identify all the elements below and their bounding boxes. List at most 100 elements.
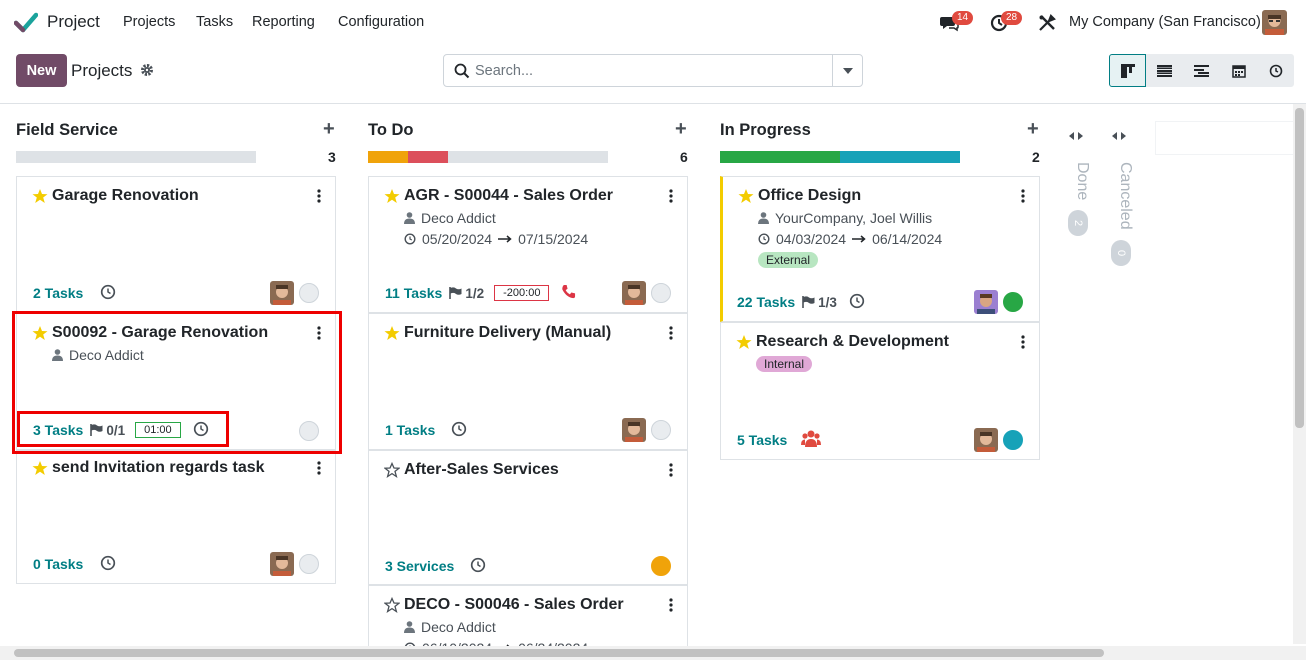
status-indicator[interactable] (299, 421, 319, 441)
activity-clock-icon[interactable] (100, 284, 116, 300)
search-input[interactable] (475, 60, 830, 82)
expand-arrows-icon[interactable] (1068, 130, 1084, 142)
activities-badge: 28 (1001, 11, 1023, 25)
calendar-view-button[interactable] (1220, 54, 1257, 87)
star-empty-icon[interactable] (384, 597, 400, 613)
kebab-menu-icon[interactable] (1021, 335, 1025, 349)
page-title: Projects (71, 61, 133, 80)
star-filled-icon[interactable] (32, 188, 48, 204)
allocated-time-badge: 01:00 (135, 422, 181, 438)
menu-reporting[interactable]: Reporting (252, 14, 315, 30)
status-indicator[interactable] (299, 554, 319, 574)
folded-column-canceled[interactable]: Canceled 0 (1111, 126, 1139, 266)
kebab-menu-icon[interactable] (669, 189, 673, 203)
kebab-menu-icon[interactable] (669, 326, 673, 340)
tag-external: External (758, 252, 819, 268)
status-indicator[interactable] (299, 283, 319, 303)
column-progress-bar[interactable] (16, 151, 256, 163)
folded-column-done[interactable]: Done 2 (1068, 126, 1096, 266)
tasks-link[interactable]: 0 Tasks (33, 556, 84, 572)
menu-configuration[interactable]: Configuration (338, 14, 425, 30)
avatar[interactable] (270, 552, 294, 576)
status-indicator[interactable] (651, 283, 671, 303)
phone-icon[interactable] (561, 284, 576, 299)
status-indicator[interactable] (1003, 430, 1023, 450)
kebab-menu-icon[interactable] (317, 189, 321, 203)
project-app-icon[interactable] (14, 11, 38, 35)
tasks-link[interactable]: 5 Tasks (737, 432, 788, 448)
project-card[interactable]: DECO - S00046 - Sales Order Deco Addict … (368, 585, 688, 650)
project-card[interactable]: AGR - S00044 - Sales Order Deco Addict 0… (368, 176, 688, 313)
activity-clock-icon[interactable] (451, 421, 467, 437)
progress-segment-orange[interactable] (368, 151, 408, 163)
avatar[interactable] (270, 281, 294, 305)
horizontal-scrollbar[interactable] (0, 646, 1306, 660)
project-card[interactable]: Office Design YourCompany, Joel Willis 0… (720, 176, 1040, 322)
expand-arrows-icon[interactable] (1111, 130, 1127, 142)
company-switcher[interactable]: My Company (San Francisco) (1069, 14, 1261, 30)
column-quick-create-button[interactable]: + (675, 118, 687, 140)
star-filled-icon[interactable] (32, 325, 48, 341)
progress-segment-green[interactable] (720, 151, 840, 163)
column-quick-create-button[interactable]: + (323, 118, 335, 140)
activity-clock-icon[interactable] (100, 555, 116, 571)
star-filled-icon[interactable] (384, 325, 400, 341)
column-quick-create-button[interactable]: + (1027, 118, 1039, 140)
date-range: 04/03/2024 06/14/2024 (758, 231, 942, 247)
progress-segment-red[interactable] (408, 151, 448, 163)
kebab-menu-icon[interactable] (317, 326, 321, 340)
kanban-view-button[interactable] (1109, 54, 1146, 87)
project-card[interactable]: Research & Development Internal 5 Tasks (720, 322, 1040, 460)
services-link[interactable]: 3 Services (385, 558, 455, 574)
tasks-link[interactable]: 11 Tasks (385, 285, 443, 301)
search-options-toggle[interactable] (832, 55, 862, 86)
project-card[interactable]: After-Sales Services 3 Services (368, 450, 688, 585)
app-name[interactable]: Project (47, 12, 100, 31)
star-filled-icon[interactable] (384, 188, 400, 204)
kebab-menu-icon[interactable] (317, 461, 321, 475)
new-project-button[interactable]: New (16, 54, 67, 87)
vertical-scrollbar[interactable] (1293, 104, 1306, 644)
activity-clock-icon[interactable] (849, 293, 865, 309)
activity-view-button[interactable] (1257, 54, 1294, 87)
activity-clock-icon[interactable] (193, 421, 209, 437)
project-card[interactable]: Garage Renovation 2 Tasks (16, 176, 336, 313)
gear-icon[interactable] (140, 63, 154, 77)
horizontal-scroll-thumb[interactable] (14, 649, 1104, 657)
star-filled-icon[interactable] (738, 188, 754, 204)
date-end: 06/24/2024 (518, 640, 589, 650)
tasks-link[interactable]: 3 Tasks (33, 422, 84, 438)
menu-tasks[interactable]: Tasks (196, 14, 234, 30)
vertical-scroll-thumb[interactable] (1295, 108, 1304, 428)
tools-icon[interactable] (1037, 13, 1057, 33)
kebab-menu-icon[interactable] (669, 598, 673, 612)
list-view-button[interactable] (1146, 54, 1183, 87)
avatar[interactable] (622, 281, 646, 305)
star-filled-icon[interactable] (32, 460, 48, 476)
column-progress-bar[interactable] (720, 151, 960, 163)
kebab-menu-icon[interactable] (669, 463, 673, 477)
status-indicator[interactable] (651, 420, 671, 440)
tasks-link[interactable]: 1 Tasks (385, 422, 436, 438)
status-indicator[interactable] (651, 556, 671, 576)
avatar[interactable] (622, 418, 646, 442)
card-title: S00092 - Garage Renovation (52, 324, 269, 341)
user-avatar[interactable] (1262, 10, 1287, 35)
avatar[interactable] (974, 428, 998, 452)
menu-projects[interactable]: Projects (123, 14, 176, 30)
tasks-link[interactable]: 2 Tasks (33, 285, 84, 301)
status-indicator[interactable] (1003, 292, 1023, 312)
star-empty-icon[interactable] (384, 462, 400, 478)
progress-segment-blue[interactable] (840, 151, 960, 163)
kebab-menu-icon[interactable] (1021, 189, 1025, 203)
activity-clock-icon[interactable] (470, 557, 486, 573)
tasks-link[interactable]: 22 Tasks (737, 294, 796, 310)
add-column-area[interactable] (1156, 122, 1306, 154)
gantt-view-button[interactable] (1183, 54, 1220, 87)
star-filled-icon[interactable] (736, 334, 752, 350)
avatar[interactable] (974, 290, 998, 314)
project-card[interactable]: S00092 - Garage Renovation Deco Addict 3… (16, 313, 336, 450)
project-card[interactable]: Furniture Delivery (Manual) 1 Tasks (368, 313, 688, 450)
project-card[interactable]: send Invitation regards task 0 Tasks (16, 450, 336, 584)
column-progress-bar[interactable] (368, 151, 608, 163)
